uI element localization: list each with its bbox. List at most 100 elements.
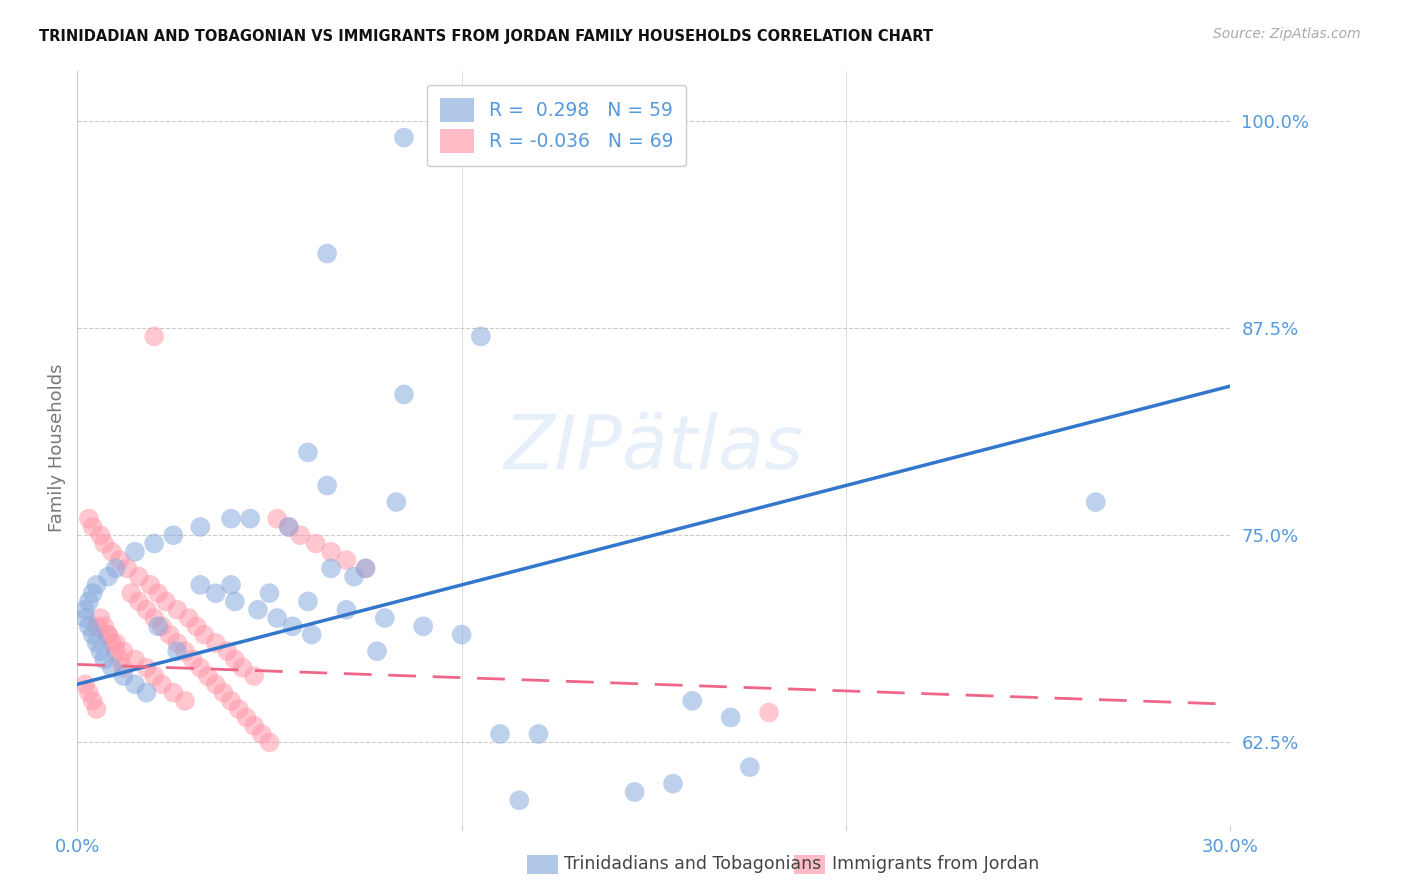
Point (319, 561, 342, 575)
Point (101, 636, 124, 650)
Point (150, 619, 173, 633)
Point (97, 627, 120, 641)
Point (120, 586, 142, 600)
Point (681, 694, 703, 708)
Point (259, 735, 281, 749)
Point (281, 619, 304, 633)
Point (335, 603, 357, 617)
Point (146, 619, 169, 633)
Point (82, 627, 104, 641)
Point (77, 594, 100, 608)
Point (316, 246, 339, 260)
Point (97, 627, 120, 641)
Point (301, 627, 323, 641)
Point (319, 545, 342, 559)
Point (112, 669, 135, 683)
Point (124, 652, 146, 666)
Point (174, 644, 197, 658)
Point (508, 793, 530, 807)
Point (86, 702, 108, 716)
Point (104, 636, 127, 650)
Point (162, 685, 184, 699)
Point (143, 669, 166, 683)
Point (217, 644, 239, 658)
Point (204, 677, 226, 691)
Point (204, 586, 226, 600)
Point (412, 619, 434, 633)
Text: TRINIDADIAN AND TOBAGONIAN VS IMMIGRANTS FROM JORDAN FAMILY HOUSEHOLDS CORRELATI: TRINIDADIAN AND TOBAGONIAN VS IMMIGRANTS… (39, 29, 934, 44)
Point (297, 594, 319, 608)
Point (93, 619, 115, 633)
Point (266, 511, 288, 525)
Point (181, 652, 204, 666)
Point (197, 669, 219, 683)
Point (101, 661, 124, 675)
Point (93, 652, 115, 666)
Point (250, 727, 273, 741)
Point (662, 777, 685, 791)
Point (82, 520, 104, 534)
Point (392, 387, 415, 401)
Point (212, 685, 235, 699)
Point (97, 569, 120, 583)
Point (243, 669, 266, 683)
Point (77, 685, 100, 699)
Point (489, 727, 512, 741)
Point (204, 636, 226, 650)
Point (135, 685, 157, 699)
Point (77, 619, 100, 633)
Text: ZIPätlas: ZIPätlas (503, 412, 804, 484)
Point (86, 636, 108, 650)
Point (188, 661, 211, 675)
Point (73, 611, 96, 625)
Point (470, 329, 492, 343)
Point (112, 644, 135, 658)
Point (89, 528, 111, 542)
Point (177, 611, 200, 625)
Point (374, 611, 396, 625)
Point (89, 644, 111, 658)
Text: Immigrants from Jordan: Immigrants from Jordan (832, 855, 1039, 873)
Point (162, 528, 184, 542)
Point (304, 536, 326, 550)
Point (450, 627, 472, 641)
Point (128, 569, 150, 583)
Point (104, 644, 127, 658)
Point (186, 619, 208, 633)
Point (104, 561, 127, 575)
Point (73, 603, 96, 617)
Point (101, 545, 124, 559)
Point (166, 644, 188, 658)
Point (243, 719, 266, 733)
Point (1084, 495, 1107, 509)
Point (124, 545, 146, 559)
Point (89, 611, 111, 625)
Point (335, 553, 357, 567)
Point (219, 578, 242, 592)
Point (720, 710, 742, 724)
Point (86, 578, 108, 592)
Point (239, 511, 262, 525)
Point (527, 727, 550, 741)
Point (228, 702, 250, 716)
Point (385, 495, 408, 509)
Point (143, 329, 166, 343)
Point (758, 706, 780, 720)
Point (108, 553, 131, 567)
Point (146, 586, 169, 600)
Y-axis label: Family Households: Family Households (48, 364, 66, 533)
Point (246, 603, 269, 617)
Point (224, 652, 246, 666)
Point (343, 569, 366, 583)
Point (117, 561, 139, 575)
Point (174, 694, 197, 708)
Point (738, 760, 761, 774)
Point (277, 520, 299, 534)
Point (124, 677, 146, 691)
Point (235, 710, 257, 724)
Point (82, 694, 104, 708)
Point (232, 661, 254, 675)
Point (143, 536, 166, 550)
Point (73, 677, 96, 691)
Point (316, 478, 339, 492)
